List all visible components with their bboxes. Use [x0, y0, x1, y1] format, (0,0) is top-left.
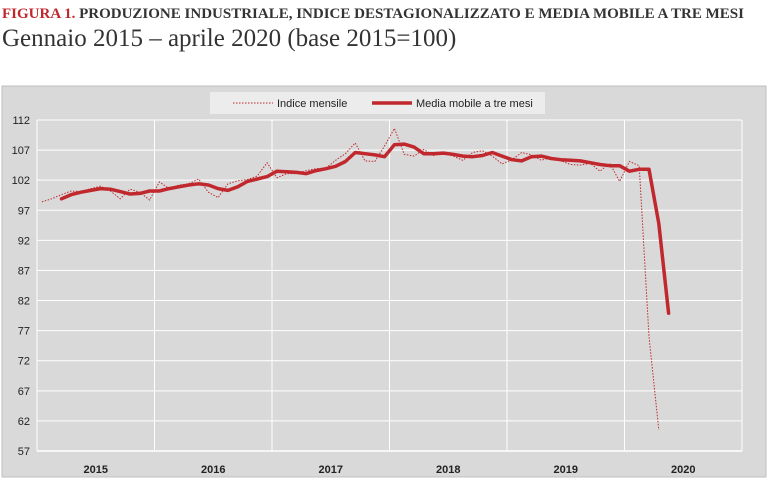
- figure-subtitle: Gennaio 2015 – aprile 2020 (base 2015=10…: [2, 25, 457, 52]
- legend: Indice mensile Media mobile a tre mesi: [233, 98, 533, 110]
- x-tick-label: 2016: [201, 464, 225, 476]
- legend-label-indice-mensile: Indice mensile: [277, 98, 347, 110]
- y-tick-label: 72: [18, 356, 30, 368]
- y-tick-label: 97: [18, 205, 30, 217]
- y-axis: 112 107 102 97 92 87 82 77 72 67 62 57: [12, 115, 30, 458]
- x-tick-label: 2018: [436, 464, 460, 476]
- grid: [36, 119, 743, 452]
- y-tick-label: 87: [18, 265, 30, 277]
- figure-title: FIGURA 1. PRODUZIONE INDUSTRIALE, INDICE…: [2, 6, 762, 23]
- y-tick-label: 82: [18, 296, 30, 308]
- y-tick-label: 112: [12, 115, 30, 127]
- figure-label: FIGURA 1.: [2, 6, 76, 22]
- series-group: [41, 127, 671, 430]
- y-tick-label: 57: [18, 446, 30, 458]
- y-tick-label: 92: [18, 235, 30, 247]
- x-tick-label: 2015: [84, 464, 108, 476]
- series-line-media-mobile: [59, 142, 671, 315]
- x-axis: 2015 2016 2017 2018 2019 2020: [84, 464, 696, 476]
- chart-background: [1, 85, 767, 478]
- y-tick-label: 62: [18, 416, 30, 428]
- line-chart: 112 107 102 97 92 87 82 77 72 67 62 57 2015 2016 2017…: [1, 85, 767, 478]
- series-line-indice-mensile: [41, 127, 660, 430]
- y-tick-label: 67: [18, 386, 30, 398]
- y-tick-label: 102: [12, 175, 30, 187]
- x-tick-label: 2019: [554, 464, 578, 476]
- x-tick-label: 2017: [319, 464, 343, 476]
- title-block: FIGURA 1. PRODUZIONE INDUSTRIALE, INDICE…: [2, 6, 762, 54]
- x-tick-label: 2020: [671, 464, 695, 476]
- y-tick-label: 107: [12, 145, 30, 157]
- legend-label-media-mobile: Media mobile a tre mesi: [416, 98, 533, 110]
- y-tick-label: 77: [18, 326, 30, 338]
- figure-title-text: PRODUZIONE INDUSTRIALE, INDICE DESTAGION…: [79, 6, 744, 22]
